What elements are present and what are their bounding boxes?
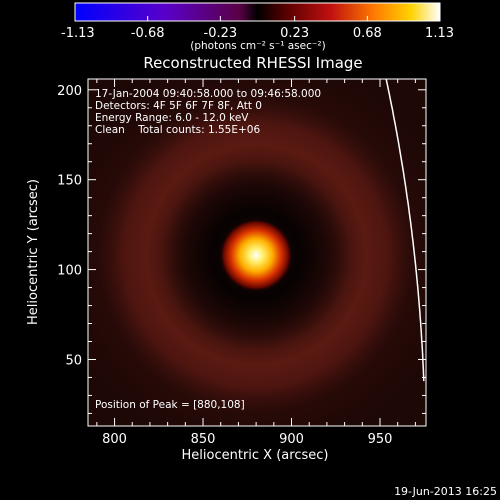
annotation-energy-range: Energy Range: 6.0 - 12.0 keV bbox=[95, 112, 249, 124]
annotation-detectors: Detectors: 4F 5F 6F 7F 8F, Att 0 bbox=[95, 100, 262, 112]
y-axis-ticks bbox=[88, 89, 426, 414]
x-tick-label: 950 bbox=[368, 432, 393, 447]
annotation-peak-position: Position of Peak = [880,108] bbox=[95, 399, 245, 411]
colorbar bbox=[74, 2, 441, 22]
annotation-time-range: 17-Jan-2004 09:40:58.000 to 09:46:58.000 bbox=[95, 88, 321, 100]
x-tick-label: 850 bbox=[191, 432, 216, 447]
colorbar-tick-label: 0.68 bbox=[353, 26, 382, 41]
colorbar-tick-label: 1.13 bbox=[425, 26, 454, 41]
colorbar-tick-label: -0.23 bbox=[204, 26, 238, 41]
chart-title: Reconstructed RHESSI Image bbox=[143, 54, 362, 72]
x-axis-tick-labels: 800 850 900 950 bbox=[102, 432, 392, 447]
annotation-clean-counts: Clean Total counts: 1.55E+06 bbox=[95, 124, 260, 136]
y-axis-tick-labels: 50 100 150 200 bbox=[57, 84, 82, 369]
colorbar-tick-label: -1.13 bbox=[61, 26, 95, 41]
colorbar-tick-label: 0.23 bbox=[280, 26, 309, 41]
y-tick-label: 100 bbox=[57, 264, 82, 279]
image-plot-area bbox=[88, 79, 426, 426]
colorbar-units: (photons cm⁻² s⁻¹ asec⁻²) bbox=[190, 40, 325, 52]
x-tick-label: 900 bbox=[279, 432, 304, 447]
y-tick-label: 200 bbox=[57, 84, 82, 99]
x-axis-ticks bbox=[96, 79, 416, 426]
peak-source bbox=[220, 219, 293, 292]
y-axis-title: Heliocentric Y (arcsec) bbox=[26, 179, 41, 325]
colorbar-tick-label: -0.68 bbox=[131, 26, 165, 41]
y-tick-label: 150 bbox=[57, 174, 82, 189]
x-tick-label: 800 bbox=[102, 432, 127, 447]
solar-limb bbox=[385, 79, 425, 382]
plot-frame bbox=[87, 78, 427, 427]
timestamp: 19-Jun-2013 16:25 bbox=[394, 485, 497, 498]
y-tick-label: 50 bbox=[65, 353, 82, 368]
x-axis-title: Heliocentric X (arcsec) bbox=[182, 448, 329, 463]
colorbar-tick-labels: -1.13 -0.68 -0.23 0.23 0.68 1.13 bbox=[61, 26, 454, 41]
colorbar-ticks bbox=[74, 16, 441, 21]
